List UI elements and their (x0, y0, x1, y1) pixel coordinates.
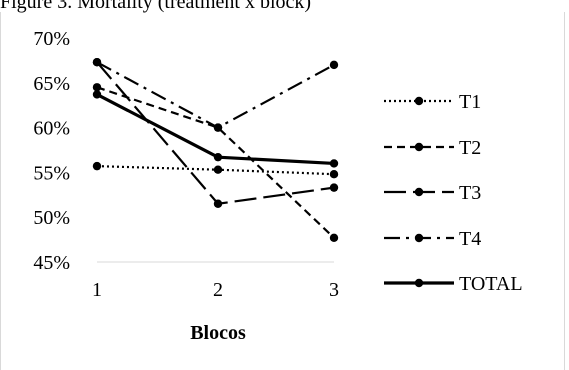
data-point-total (92, 90, 102, 99)
data-point-t3 (213, 199, 223, 208)
legend-label-total: TOTAL (459, 273, 523, 295)
data-point-t1 (329, 169, 339, 179)
series-line-t2 (96, 86, 335, 239)
series-lines (92, 57, 339, 243)
legend-marker-t1 (414, 96, 424, 106)
legend: T1 T2 T3 T4 TOTAL (384, 91, 523, 295)
y-tick-label: 45% (33, 252, 70, 274)
data-point-t4 (92, 57, 102, 67)
data-point-t2 (329, 233, 339, 243)
x-tick-label: 3 (329, 279, 339, 301)
y-tick-label: 60% (33, 118, 70, 140)
legend-label-t1: T1 (459, 91, 481, 113)
data-point-t1 (213, 165, 223, 174)
data-point-t4 (213, 123, 223, 132)
legend-marker-total (414, 278, 424, 288)
data-point-t1 (92, 161, 102, 171)
x-axis: 1 2 3 (92, 261, 339, 301)
legend-marker-t3 (414, 187, 424, 197)
chart-frame (0, 12, 565, 370)
legend-marker-t4 (414, 233, 424, 243)
data-point-t3 (329, 183, 339, 192)
series-line-t4 (96, 61, 335, 129)
y-tick-label: 65% (33, 73, 70, 95)
y-axis-tick-labels: 45% 50% 55% 60% 65% 70% (33, 28, 70, 274)
legend-label-t4: T4 (459, 228, 481, 250)
x-tick-label: 2 (213, 279, 223, 301)
legend-marker-t2 (414, 142, 424, 152)
data-point-total (329, 159, 339, 168)
data-point-total (213, 152, 223, 162)
data-point-t4 (329, 60, 339, 70)
x-tick-label: 1 (92, 279, 102, 301)
x-axis-title: Blocos (190, 322, 246, 344)
y-tick-label: 70% (33, 28, 70, 50)
y-tick-label: 55% (33, 162, 70, 184)
y-tick-label: 50% (33, 207, 70, 229)
legend-label-t2: T2 (459, 137, 481, 159)
data-point-t2 (92, 83, 102, 92)
legend-label-t3: T3 (459, 182, 481, 204)
figure-caption: Figure 3. Mortality (treatment x block) (0, 0, 312, 13)
